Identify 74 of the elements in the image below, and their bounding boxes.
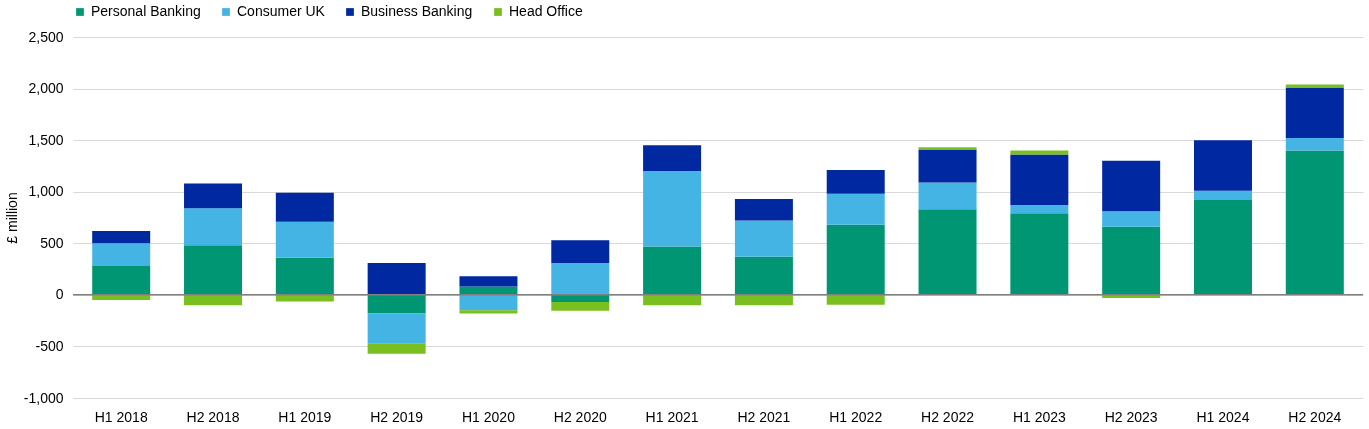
bar — [92, 265, 151, 295]
legend-label: Consumer UK — [237, 3, 326, 19]
x-tick-label: H1 2021 — [645, 408, 699, 425]
y-tick-label: 500 — [40, 234, 64, 251]
y-tick-label: 2,000 — [28, 80, 64, 97]
bar — [551, 262, 610, 295]
x-tick-label: H2 2022 — [921, 408, 975, 425]
bar — [1285, 150, 1344, 295]
y-axis-title: £ million — [3, 192, 20, 244]
x-tick-label: H1 2022 — [829, 408, 883, 425]
bar — [184, 245, 243, 295]
bar — [1285, 138, 1344, 151]
legend-label: Business Banking — [361, 3, 473, 19]
bar — [1102, 160, 1161, 212]
bar — [826, 193, 885, 225]
y-tick-label: 0 — [55, 286, 64, 303]
bar — [826, 224, 885, 295]
x-tick-label: H2 2018 — [186, 408, 240, 425]
bar — [918, 149, 977, 183]
x-tick-label: H1 2020 — [461, 408, 516, 425]
bar — [643, 145, 702, 172]
bar — [1010, 150, 1069, 155]
bar — [643, 246, 702, 295]
bar — [551, 302, 610, 311]
legend-label: Head Office — [509, 3, 583, 19]
y-tick-label: -1,000 — [23, 389, 64, 406]
bar — [1102, 226, 1161, 295]
bar — [459, 276, 518, 287]
bar — [367, 294, 426, 314]
x-tick-label: H2 2020 — [553, 408, 607, 425]
bar — [918, 182, 977, 210]
bar — [1010, 205, 1069, 214]
bar — [367, 313, 426, 344]
bar — [275, 192, 334, 222]
x-tick-label: H2 2019 — [370, 408, 424, 425]
bar — [734, 256, 793, 295]
bar — [643, 171, 702, 247]
legend-label: Personal Banking — [91, 3, 201, 19]
x-tick-label: H1 2019 — [278, 408, 332, 425]
bar — [367, 262, 426, 295]
y-tick-label: 1,500 — [28, 131, 64, 148]
bar — [1285, 87, 1344, 139]
x-tick-label: H2 2023 — [1104, 408, 1158, 425]
y-tick-label: 1,000 — [28, 183, 64, 200]
x-tick-label: H1 2024 — [1196, 408, 1250, 425]
x-tick-label: H1 2018 — [94, 408, 148, 425]
bar — [734, 220, 793, 257]
bar — [551, 240, 610, 263]
bar — [184, 183, 243, 209]
bar — [1285, 84, 1344, 88]
bar — [918, 209, 977, 295]
bar — [459, 294, 518, 311]
bar — [92, 230, 151, 244]
bar — [1193, 199, 1252, 295]
y-tick-label: 2,500 — [28, 28, 64, 45]
bar — [459, 310, 518, 314]
bar — [1193, 190, 1252, 200]
bar — [275, 257, 334, 295]
x-tick-label: H1 2023 — [1012, 408, 1067, 425]
bar — [184, 208, 243, 246]
bar — [1010, 213, 1069, 295]
bar — [918, 147, 977, 150]
bar — [1102, 211, 1161, 227]
bar — [275, 221, 334, 258]
bar — [826, 294, 885, 305]
x-tick-label: H2 2021 — [737, 408, 791, 425]
x-tick-label: H2 2024 — [1288, 408, 1342, 425]
bar — [1010, 154, 1069, 206]
bar — [1193, 140, 1252, 191]
y-tick-label: -500 — [35, 337, 64, 354]
bar — [92, 243, 151, 266]
bar — [734, 198, 793, 221]
bar — [367, 343, 426, 354]
bar — [826, 170, 885, 194]
